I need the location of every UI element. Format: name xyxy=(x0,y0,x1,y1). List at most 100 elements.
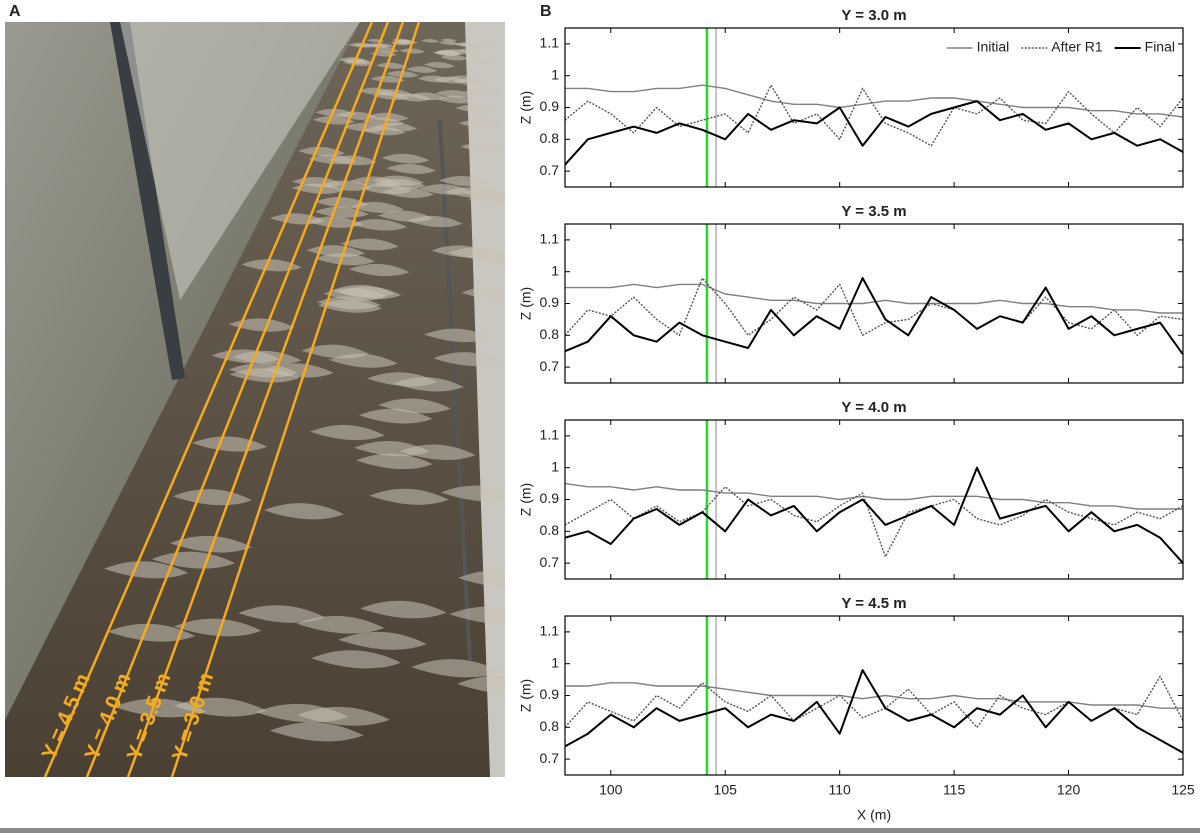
series-line xyxy=(565,84,1184,118)
chart-title: Y = 4.5 m xyxy=(841,595,906,612)
sand-streak xyxy=(395,39,414,44)
sand-streak xyxy=(238,605,325,623)
y-tick-label: 0.7 xyxy=(540,358,560,374)
sand-streak xyxy=(381,187,435,198)
sand-streak xyxy=(312,116,356,125)
y-tick-label: 0.8 xyxy=(540,326,560,342)
series-line xyxy=(565,283,1183,314)
transect-line xyxy=(126,22,405,777)
x-tick-label: 100 xyxy=(599,782,623,798)
sand-streak xyxy=(340,238,399,251)
pillar xyxy=(110,22,185,380)
sand-streak xyxy=(407,92,446,101)
series-line xyxy=(564,669,1184,754)
x-tick-label: 120 xyxy=(1057,782,1081,798)
plot-frame xyxy=(564,615,1184,776)
transect-line xyxy=(170,22,421,777)
sand-streak xyxy=(296,706,390,726)
sand-streak xyxy=(458,119,502,129)
sand-streak xyxy=(309,424,385,441)
y-tick-label: 0.8 xyxy=(540,522,560,538)
sand-streak xyxy=(376,62,408,69)
pipe xyxy=(438,119,472,661)
line-chart: Y = 4.5 m Z (m) 0.7 0.8 0.9 1 1.1 100 105 110 115 1… xyxy=(518,595,1195,823)
plot-frame xyxy=(564,223,1184,384)
legend-label: After R1 xyxy=(1051,39,1103,55)
sand-streak xyxy=(338,631,427,650)
sand-streak xyxy=(417,75,452,83)
series-line xyxy=(564,466,1184,564)
y-tick-label: 1 xyxy=(551,458,559,474)
sand-streak xyxy=(438,176,491,187)
y-tick-label: 0.7 xyxy=(540,162,560,178)
transect-line xyxy=(85,22,390,777)
sand-streak xyxy=(301,344,370,359)
legend-label: Initial xyxy=(977,39,1010,55)
chart-title: Y = 3.0 m xyxy=(841,7,906,24)
series-line xyxy=(564,277,1184,355)
sand-streak xyxy=(356,453,433,470)
line-chart: Y = 4.0 m Z (m) 0.7 0.8 0.9 1 1.1 xyxy=(518,399,1184,580)
sand-streak xyxy=(440,485,505,502)
bottom-bar xyxy=(0,828,1200,833)
y-tick-label: 0.7 xyxy=(540,750,560,766)
line-chart: Y = 3.5 m Z (m) 0.7 0.8 0.9 1 1.1 xyxy=(518,203,1184,384)
sand-streak xyxy=(350,219,408,231)
sand-streak xyxy=(440,54,469,61)
y-tick-label: 0.7 xyxy=(540,554,560,570)
sand-streak xyxy=(457,570,505,588)
photo: Y = 4.5 mY = 4.0 mY = 3.5 mY = 3.0 m xyxy=(5,22,505,777)
series-line xyxy=(564,277,1184,336)
sand-streak xyxy=(338,286,402,300)
sand-streak xyxy=(449,606,505,625)
y-axis-label: Z (m) xyxy=(518,91,534,124)
transect-line xyxy=(43,22,374,777)
plot-frame xyxy=(564,27,1184,188)
sand-streak xyxy=(373,92,412,101)
panel-label: B xyxy=(540,3,552,20)
sand-streak xyxy=(360,600,447,619)
sand-streak xyxy=(468,194,505,206)
sand-streak xyxy=(399,48,425,54)
sand-streak xyxy=(421,39,440,43)
sand-streak xyxy=(381,153,430,164)
x-axis-label: X (m) xyxy=(857,807,891,823)
sand-streak xyxy=(435,90,473,98)
y-tick-label: 1.1 xyxy=(540,427,560,443)
sand-streak xyxy=(298,146,346,157)
sand-streak xyxy=(432,50,460,56)
sand-streak xyxy=(228,318,295,332)
sand-streak xyxy=(460,142,505,152)
sand-streak xyxy=(411,659,502,678)
sand-streak xyxy=(392,377,464,392)
x-tick-label: 115 xyxy=(943,782,966,798)
sand-streak xyxy=(348,263,410,277)
sand-streak xyxy=(457,48,483,54)
y-axis-label: Z (m) xyxy=(518,287,534,320)
sand-streak xyxy=(263,503,345,520)
sand-streak xyxy=(349,201,405,214)
line-chart: Y = 3.0 m Z (m) 0.7 0.8 0.9 1 1.1 Final After R1… xyxy=(518,7,1184,188)
y-axis-label: Z (m) xyxy=(518,483,534,516)
sand-streak xyxy=(358,408,433,424)
sand-streak xyxy=(455,42,478,47)
sand-streak xyxy=(232,350,302,365)
sand-streak xyxy=(317,296,381,310)
y-tick-label: 0.9 xyxy=(540,98,560,114)
sand-streak xyxy=(424,328,491,343)
y-tick-label: 1.1 xyxy=(540,231,560,247)
y-axis-label: Z (m) xyxy=(518,679,534,712)
x-tick-label: 125 xyxy=(1171,782,1195,798)
sand-streak xyxy=(169,535,253,553)
sand-streak xyxy=(468,58,498,65)
y-tick-label: 0.8 xyxy=(540,130,560,146)
y-tick-label: 1 xyxy=(551,654,559,670)
x-tick-label: 110 xyxy=(829,782,852,798)
sand-streak xyxy=(370,75,405,83)
sand-streak xyxy=(361,117,405,127)
sand-streak xyxy=(369,488,449,505)
sand-streak xyxy=(311,650,401,669)
y-tick-label: 1 xyxy=(551,66,559,82)
sand-streak xyxy=(455,104,497,113)
wall-panel xyxy=(120,22,360,300)
